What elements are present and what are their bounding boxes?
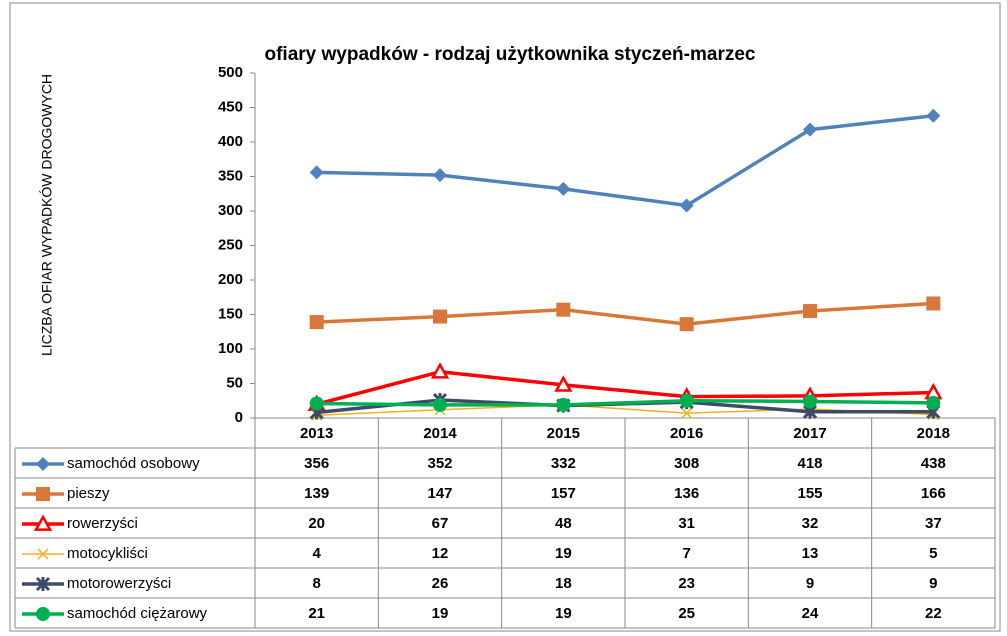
y-tick-label: 200: [218, 271, 243, 288]
y-tick-label: 0: [235, 409, 243, 426]
legend-label: pieszy: [67, 485, 110, 502]
table-value: 5: [929, 545, 937, 562]
legend-marker: [36, 457, 50, 471]
table-value: 13: [802, 545, 819, 562]
series-line: [316, 370, 934, 406]
x-tick-label: 2018: [917, 425, 950, 442]
x-tick-label: 2013: [300, 425, 333, 442]
y-tick-label: 400: [218, 133, 243, 150]
table-value: 19: [555, 605, 572, 622]
series-line: [316, 399, 934, 407]
table-value: 67: [432, 515, 449, 532]
table-value: 418: [797, 455, 822, 472]
table-value: 24: [802, 605, 819, 622]
table-value: 166: [921, 485, 946, 502]
data-point: [926, 108, 941, 123]
table-value: 9: [806, 575, 814, 592]
data-point: [803, 394, 817, 409]
data-point: [309, 165, 324, 180]
table-value: 25: [678, 605, 695, 622]
legend-marker: [36, 487, 50, 501]
data-point: [679, 317, 694, 332]
y-axis-label: LICZBA OFIAR WYPADKÓW DROGOWYCH: [39, 74, 55, 356]
x-tick-label: 2017: [793, 425, 826, 442]
table-value: 4: [312, 545, 321, 562]
table-value: 21: [308, 605, 325, 622]
legend-label: samochód osobowy: [67, 455, 200, 472]
data-point: [433, 309, 447, 324]
table-value: 157: [551, 485, 576, 502]
table-value: 139: [304, 485, 329, 502]
x-tick-label: 2015: [547, 425, 580, 442]
table-value: 8: [312, 575, 320, 592]
data-point: [679, 393, 694, 408]
legend-label: motorowerzyści: [67, 575, 171, 592]
table-value: 37: [925, 515, 942, 532]
data-point: [430, 362, 450, 379]
table-value: 308: [674, 455, 699, 472]
legend-label: motocykliści: [67, 545, 148, 562]
table-value: 31: [678, 515, 695, 532]
legend-marker: [37, 548, 49, 560]
data-point: [926, 296, 941, 311]
series-line: [316, 404, 934, 416]
series-line: [316, 301, 934, 326]
table-value: 12: [432, 545, 449, 562]
legend-marker: [33, 514, 53, 531]
data-point: [803, 304, 817, 319]
data-point: [556, 397, 571, 412]
data-point: [681, 407, 693, 419]
y-tick-label: 150: [218, 305, 243, 322]
table-value: 22: [925, 605, 942, 622]
data-point: [679, 198, 694, 213]
y-tick-label: 350: [218, 167, 243, 184]
data-point: [433, 397, 447, 412]
data-point: [556, 181, 571, 196]
table-value: 23: [678, 575, 695, 592]
legend-label: samochód ciężarowy: [67, 605, 208, 622]
legend-label: rowerzyści: [67, 515, 138, 532]
table-value: 356: [304, 455, 329, 472]
table-value: 332: [551, 455, 576, 472]
data-point: [803, 122, 817, 137]
table-value: 19: [432, 605, 449, 622]
table-value: 7: [682, 545, 690, 562]
table-value: 9: [929, 575, 937, 592]
table-value: 26: [432, 575, 449, 592]
y-tick-label: 500: [218, 64, 243, 81]
data-point: [433, 168, 447, 183]
table-value: 19: [555, 545, 572, 562]
y-tick-label: 250: [218, 236, 243, 253]
table-value: 136: [674, 485, 699, 502]
chart-frame: [9, 2, 1001, 632]
series-line: [316, 114, 934, 208]
table-value: 18: [555, 575, 572, 592]
y-tick-label: 300: [218, 202, 243, 219]
data-point: [926, 395, 941, 410]
table-value: 147: [427, 485, 452, 502]
table-value: 438: [921, 455, 946, 472]
data-point: [309, 315, 324, 330]
x-tick-label: 2016: [670, 425, 703, 442]
table-value: 48: [555, 515, 572, 532]
table-value: 32: [802, 515, 819, 532]
data-point: [556, 302, 571, 317]
data-point: [554, 375, 573, 392]
legend-marker: [35, 576, 51, 592]
y-tick-label: 50: [226, 374, 243, 391]
legend-marker: [36, 607, 50, 621]
y-tick-label: 100: [218, 340, 243, 357]
x-tick-label: 2014: [423, 425, 457, 442]
table-value: 352: [427, 455, 452, 472]
chart-title: ofiary wypadków - rodzaj użytkownika sty…: [265, 44, 756, 65]
table-value: 20: [308, 515, 325, 532]
data-point: [309, 396, 324, 411]
table-value: 155: [797, 485, 822, 502]
y-tick-label: 450: [218, 98, 243, 115]
